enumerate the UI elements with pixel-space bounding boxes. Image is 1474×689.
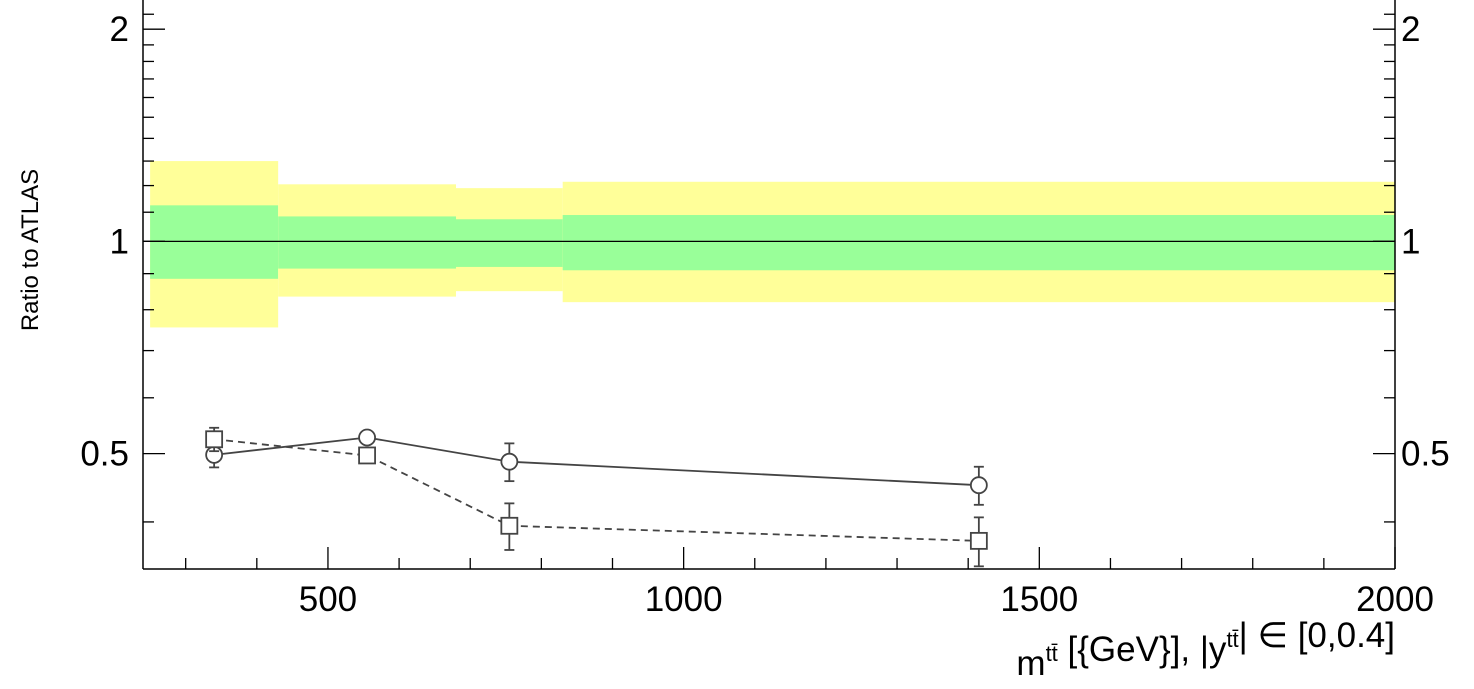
inner-band-0 (150, 205, 279, 279)
series-1-point (205, 430, 224, 449)
y-tick-label-left-0.5: 0.5 (80, 435, 129, 474)
x-axis-title-part: [{GeV}], |y (1058, 630, 1227, 669)
y-tick-label-right-1: 1 (1401, 222, 1420, 261)
series-1-point (358, 446, 376, 465)
x-axis-title: mtt̄ [{GeV}], |ytt̄| ∈ [0,0.4] (1016, 616, 1395, 683)
series-1-point (500, 516, 519, 535)
data-series (205, 426, 988, 568)
x-axis-title-part: | ∈ [0,0.4] (1239, 616, 1395, 655)
x-tick-label-1000: 1000 (645, 580, 723, 619)
series-1 (205, 426, 988, 568)
x-tick-label-1500: 1500 (1000, 580, 1078, 619)
series-0-point (969, 476, 988, 495)
series-0 (205, 428, 988, 506)
series-1-point (969, 531, 988, 550)
series-1-line (214, 438, 979, 542)
series-0-point (500, 452, 519, 471)
series-0-point (358, 428, 376, 447)
x-axis-title-superscript: tt̄ (1226, 627, 1238, 652)
y-tick-label-left-1: 1 (110, 222, 129, 261)
x-tick-label-500: 500 (299, 580, 357, 619)
x-axis-title-part: m (1016, 644, 1045, 683)
y-axis-title: Ratio to ATLAS (17, 169, 44, 331)
x-tick-label-2000: 2000 (1356, 580, 1434, 619)
x-axis-title-superscript: tt̄ (1046, 641, 1058, 666)
y-tick-label-left-2: 2 (110, 10, 129, 49)
inner-band-1 (278, 216, 456, 269)
y-tick-label-right-0.5: 0.5 (1401, 435, 1450, 474)
y-tick-label-right-2: 2 (1401, 10, 1420, 49)
uncertainty-bands (150, 161, 1395, 328)
inner-band-3 (562, 215, 1395, 271)
inner-band-2 (456, 219, 563, 267)
axes: 500 1000 1500 2000 0.5 0.5 1 1 2 2 (80, 0, 1450, 619)
series-0-line (214, 436, 979, 487)
